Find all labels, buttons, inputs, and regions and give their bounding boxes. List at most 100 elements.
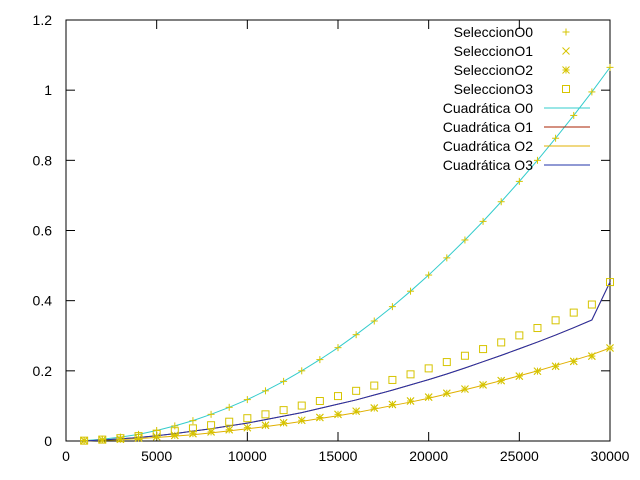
marker-stroke xyxy=(316,413,324,422)
data-point xyxy=(497,198,505,206)
legend-label: Cuadrática O0 xyxy=(443,100,533,116)
x-tick-label: 20000 xyxy=(409,448,448,464)
marker-stroke xyxy=(370,404,379,412)
data-point xyxy=(134,434,143,443)
legend-label: Cuadrática O3 xyxy=(443,157,533,173)
series-line-cuadrática-o0 xyxy=(84,67,611,442)
marker-stroke xyxy=(315,397,324,406)
data-point xyxy=(460,351,469,360)
data-point xyxy=(152,429,161,438)
data-point xyxy=(479,345,488,354)
legend-marker xyxy=(562,28,570,36)
y-tick-label: 0 xyxy=(44,433,52,449)
marker-stroke xyxy=(188,424,197,433)
marker-stroke xyxy=(606,344,614,352)
marker-stroke xyxy=(551,362,560,371)
marker-stroke xyxy=(279,418,288,427)
marker-stroke xyxy=(261,421,270,430)
marker-stroke xyxy=(297,401,306,410)
data-point xyxy=(98,436,107,444)
marker-stroke xyxy=(533,367,542,376)
marker-stroke xyxy=(587,300,596,309)
marker-stroke xyxy=(606,278,614,287)
marker-stroke xyxy=(562,47,570,55)
series-line-cuadrática-o3 xyxy=(84,281,611,442)
marker-stroke xyxy=(243,414,252,423)
data-point xyxy=(316,413,324,422)
data-point xyxy=(261,387,269,395)
data-point xyxy=(189,417,197,425)
data-point xyxy=(334,392,342,401)
data-point xyxy=(334,410,342,419)
marker-stroke xyxy=(279,406,288,415)
data-point xyxy=(207,410,215,418)
marker-stroke xyxy=(442,358,451,367)
marker-stroke xyxy=(189,429,197,438)
data-point xyxy=(225,425,234,434)
data-point xyxy=(587,300,596,309)
marker-stroke xyxy=(406,397,415,405)
data-point xyxy=(515,372,524,380)
data-point xyxy=(388,400,397,409)
data-point xyxy=(261,421,270,430)
data-point xyxy=(225,417,234,426)
data-point xyxy=(188,424,197,433)
series-points-selecciono3 xyxy=(80,278,614,445)
data-point xyxy=(461,236,469,244)
marker-stroke xyxy=(551,316,560,325)
marker-stroke xyxy=(370,381,379,390)
data-point xyxy=(171,422,179,430)
data-point xyxy=(243,414,252,423)
data-point xyxy=(606,278,614,287)
data-point xyxy=(98,435,107,444)
marker-stroke xyxy=(569,308,578,317)
data-point xyxy=(588,88,596,96)
data-point xyxy=(189,429,197,438)
legend-label: Cuadrática O1 xyxy=(443,119,533,135)
data-point xyxy=(588,352,596,360)
data-point xyxy=(298,367,306,375)
marker-stroke xyxy=(424,393,433,401)
marker-stroke xyxy=(297,416,306,425)
marker-stroke xyxy=(515,372,524,380)
marker-stroke xyxy=(98,435,107,444)
data-point xyxy=(442,389,451,398)
data-point xyxy=(606,344,614,352)
data-point xyxy=(261,410,270,419)
data-point xyxy=(533,367,542,376)
marker-stroke xyxy=(352,407,360,416)
data-point xyxy=(80,436,88,445)
data-point xyxy=(479,381,487,389)
data-point xyxy=(424,393,433,401)
marker-stroke xyxy=(497,376,506,385)
data-point xyxy=(370,404,379,412)
marker-stroke xyxy=(497,338,506,347)
series-points-selecciono0 xyxy=(80,63,614,445)
marker-stroke xyxy=(152,429,161,438)
data-point xyxy=(334,344,342,352)
marker-stroke xyxy=(134,434,143,443)
data-point xyxy=(370,381,379,390)
data-point xyxy=(280,377,288,385)
legend-marker xyxy=(562,66,570,74)
data-point xyxy=(316,356,324,364)
legend-label: SeleccionO0 xyxy=(454,24,534,40)
marker-stroke xyxy=(352,386,361,395)
data-point xyxy=(407,287,415,295)
data-point xyxy=(551,316,560,325)
data-point xyxy=(442,358,451,367)
data-point xyxy=(515,331,524,340)
marker-stroke xyxy=(388,375,397,384)
legend-label: SeleccionO1 xyxy=(454,43,534,59)
x-tick-label: 25000 xyxy=(500,448,539,464)
marker-stroke xyxy=(569,357,578,366)
data-point xyxy=(243,423,252,432)
data-point xyxy=(116,434,125,443)
data-point xyxy=(479,217,487,225)
data-point xyxy=(207,428,215,436)
data-point xyxy=(424,364,433,373)
marker-stroke xyxy=(116,434,125,443)
data-point xyxy=(497,376,506,385)
data-point xyxy=(279,406,288,415)
